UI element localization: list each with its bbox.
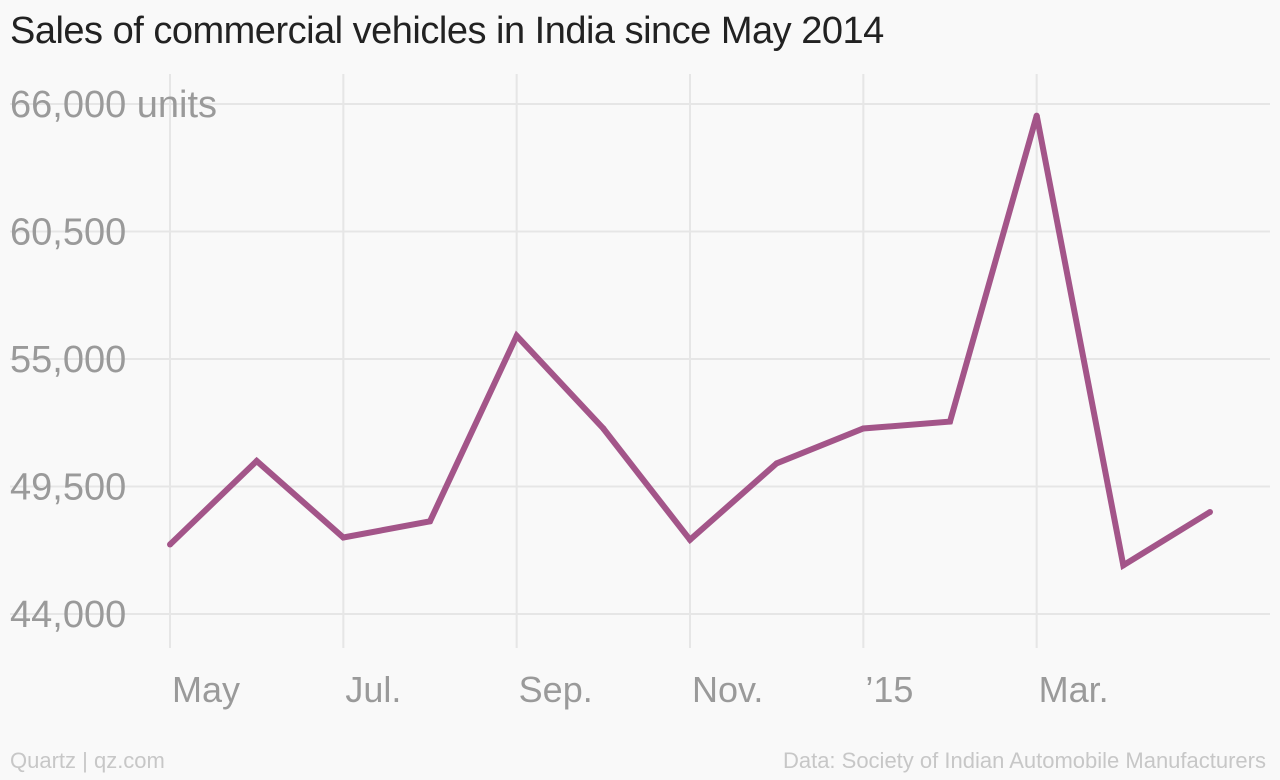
data-point — [860, 425, 867, 432]
y-tick-label: 60,500 — [10, 212, 126, 254]
y-axis-tick-labels: 44,000 49,500 55,000 60,500 66,000 units — [10, 84, 217, 636]
data-point — [600, 425, 607, 432]
x-tick-label: May — [172, 669, 240, 710]
y-tick-label: 66,000 units — [10, 84, 217, 126]
data-point — [1033, 112, 1040, 119]
y-tick-label: 49,500 — [10, 467, 126, 509]
y-gridlines — [10, 103, 1270, 615]
x-tick-label: ’15 — [865, 669, 913, 710]
data-point — [773, 460, 780, 467]
series-group — [167, 112, 1213, 571]
x-axis-tick-labels: May Jul. Sep. Nov. ’15 Mar. — [172, 669, 1109, 710]
y-tick-label: 55,000 — [10, 339, 126, 381]
data-point — [513, 332, 520, 339]
data-point — [1120, 562, 1127, 569]
data-point — [687, 536, 693, 543]
data-point — [947, 418, 953, 425]
x-tick-label: Mar. — [1039, 669, 1109, 710]
data-point — [1207, 509, 1213, 515]
source-credit: Quartz | qz.com — [10, 748, 165, 773]
x-tick-label: Sep. — [519, 669, 593, 710]
data-point — [167, 541, 173, 548]
x-gridlines — [169, 74, 1038, 648]
x-tick-label: Nov. — [692, 669, 763, 710]
data-point — [340, 534, 347, 541]
x-tick-label: Jul. — [345, 669, 401, 710]
y-tick-label: 44,000 — [10, 594, 126, 636]
data-point — [253, 458, 260, 464]
data-point — [427, 518, 433, 525]
data-source: Data: Society of Indian Automobile Manuf… — [782, 748, 1266, 773]
chart-title: Sales of commercial vehicles in India si… — [10, 10, 884, 52]
